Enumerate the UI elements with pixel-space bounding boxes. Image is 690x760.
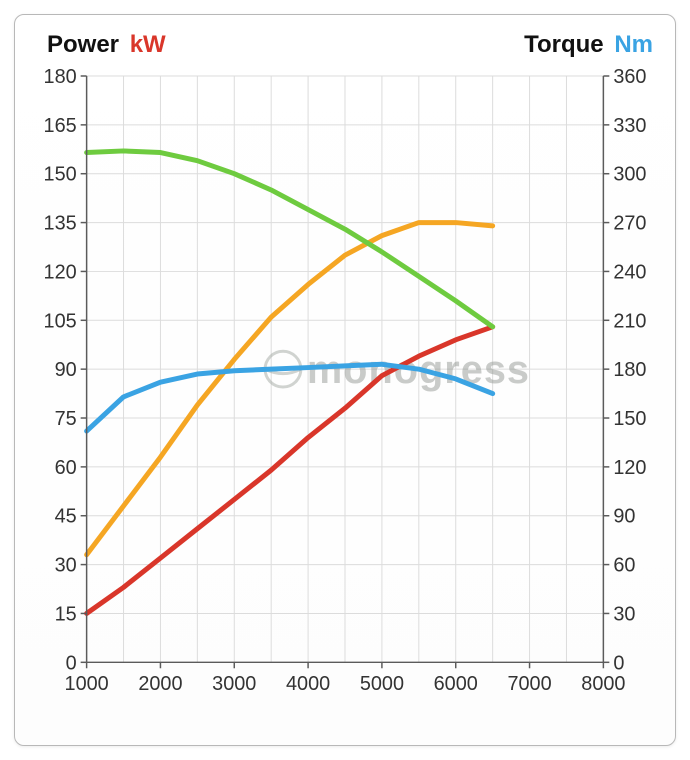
y-left-tick-label: 15 [55, 603, 77, 625]
y-right-tick-label: 270 [613, 213, 646, 235]
chart-area: monogress 015304560759010512013515016518… [27, 65, 663, 723]
y-right-tick-label: 60 [613, 555, 635, 577]
x-tick-label: 2000 [138, 673, 182, 695]
y-left-tick-label: 0 [66, 652, 77, 674]
x-tick-label: 4000 [286, 673, 330, 695]
right-axis-title-unit: Nm [614, 31, 653, 58]
y-left-tick-label: 150 [44, 164, 77, 186]
y-right-tick-label: 330 [613, 115, 646, 137]
chart-panel: Power kW Torque Nm monogress 01530456075… [14, 14, 676, 746]
y-right-tick-label: 240 [613, 261, 646, 283]
y-right-tick-label: 0 [613, 652, 624, 674]
y-left-tick-label: 90 [55, 359, 77, 381]
y-left-tick-label: 60 [55, 457, 77, 479]
x-tick-label: 3000 [212, 673, 256, 695]
y-left-tick-label: 105 [44, 310, 77, 332]
y-right-tick-label: 210 [613, 310, 646, 332]
y-right-tick-label: 30 [613, 603, 635, 625]
chart-svg: monogress 015304560759010512013515016518… [27, 65, 663, 723]
axis-titles: Power kW Torque Nm [27, 31, 663, 65]
chart-frame: Power kW Torque Nm monogress 01530456075… [0, 0, 690, 760]
right-axis-title-label: Torque [524, 31, 604, 58]
x-tick-label: 1000 [65, 673, 109, 695]
left-axis-title-unit: kW [130, 31, 166, 58]
y-left-tick-label: 120 [44, 261, 77, 283]
y-left-tick-label: 135 [44, 213, 77, 235]
y-right-tick-label: 90 [613, 506, 635, 528]
y-left-tick-label: 165 [44, 115, 77, 137]
x-tick-label: 6000 [434, 673, 478, 695]
y-right-tick-label: 150 [613, 408, 646, 430]
x-tick-label: 8000 [581, 673, 625, 695]
right-axis-title: Torque Nm [524, 31, 653, 59]
y-left-tick-label: 180 [44, 66, 77, 88]
y-right-tick-label: 360 [613, 66, 646, 88]
x-tick-label: 7000 [507, 673, 551, 695]
y-left-tick-label: 45 [55, 506, 77, 528]
left-axis-title: Power kW [47, 31, 166, 59]
y-left-tick-label: 75 [55, 408, 77, 430]
y-right-tick-label: 120 [613, 457, 646, 479]
y-left-tick-label: 30 [55, 555, 77, 577]
left-axis-title-label: Power [47, 31, 119, 58]
y-right-tick-label: 180 [613, 359, 646, 381]
y-right-tick-label: 300 [613, 164, 646, 186]
x-tick-label: 5000 [360, 673, 404, 695]
